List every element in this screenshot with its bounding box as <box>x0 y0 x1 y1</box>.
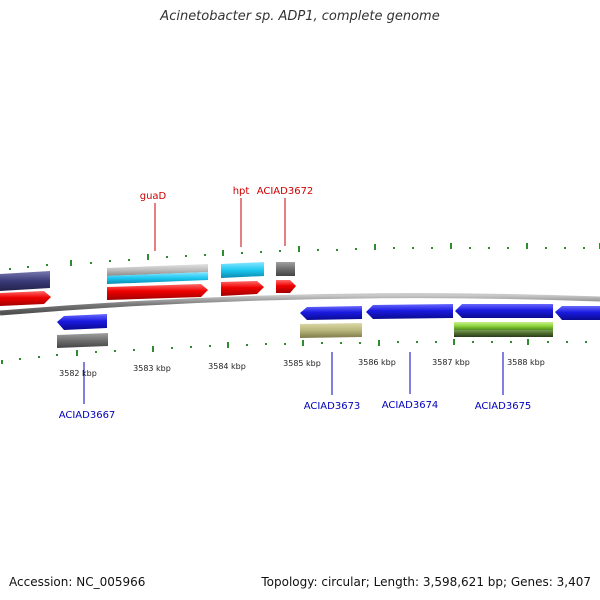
gene-block-gray-lower[interactable] <box>57 333 108 348</box>
gene-arrow-right-edge[interactable] <box>555 306 600 320</box>
gene-block-navy[interactable] <box>0 271 50 291</box>
label-ACIAD3674: ACIAD3674 <box>382 400 439 411</box>
gene-block-olive[interactable] <box>300 323 362 338</box>
tick-label-3586: 3586 kbp <box>358 358 396 367</box>
label-hpt: hpt <box>233 186 250 197</box>
gene-arrow-hpt[interactable] <box>221 281 264 296</box>
gene-block-cyan[interactable] <box>107 272 208 284</box>
label-guaD: guaD <box>140 191 167 202</box>
tick-label-3583: 3583 kbp <box>133 364 171 373</box>
accession-text: Accession: NC_005966 <box>9 575 146 589</box>
tick-label-3588: 3588 kbp <box>507 358 545 367</box>
gene-block-hpt[interactable] <box>221 262 264 278</box>
gene-arrow-ACIAD3667[interactable] <box>57 314 107 330</box>
genome-backbone <box>0 293 600 316</box>
tick-label-3587: 3587 kbp <box>432 358 470 367</box>
gene-arrow-ACIAD3674[interactable] <box>366 304 453 319</box>
gene-arrow-ACIAD3673[interactable] <box>300 306 362 320</box>
forward-strand-genes <box>0 262 296 306</box>
label-ACIAD3667: ACIAD3667 <box>59 410 116 421</box>
gene-arrow-ACIAD3675[interactable] <box>455 304 553 318</box>
reverse-strand-genes <box>57 304 600 348</box>
label-ACIAD3672: ACIAD3672 <box>257 186 314 197</box>
label-ACIAD3675: ACIAD3675 <box>475 401 532 412</box>
gene-block-gray[interactable] <box>276 262 295 276</box>
label-ACIAD3673: ACIAD3673 <box>304 401 361 412</box>
gene-block-lime[interactable] <box>454 322 553 330</box>
genome-summary-text: Topology: circular; Length: 3,598,621 bp… <box>261 575 591 589</box>
tick-label-3584: 3584 kbp <box>208 362 246 371</box>
gene-arrow-guaD[interactable] <box>107 284 208 300</box>
gene-block-darkgreen[interactable] <box>454 330 553 337</box>
gene-arrow-ACIAD3672[interactable] <box>276 280 296 293</box>
gene-arrow-red[interactable] <box>0 291 51 306</box>
map-title: Acinetobacter sp. ADP1, complete genome <box>160 9 440 24</box>
inner-tick-ring <box>1 339 587 364</box>
label-connectors <box>83 198 504 404</box>
outer-tick-ring <box>9 243 600 270</box>
tick-label-3585: 3585 kbp <box>283 359 321 368</box>
tick-label-3582: 3582 kbp <box>59 369 97 378</box>
